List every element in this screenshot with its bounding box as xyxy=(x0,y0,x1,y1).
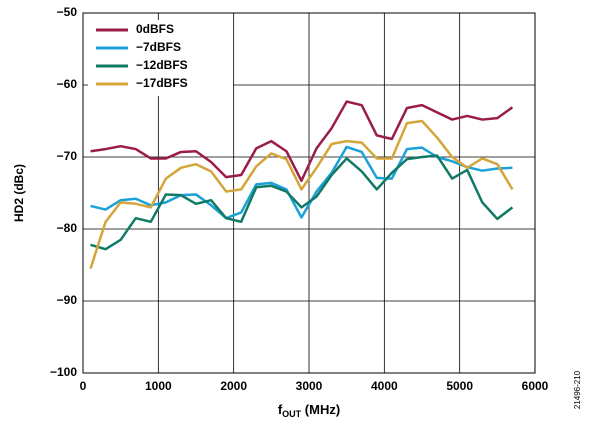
x-axis-label: fOUT (MHz) xyxy=(278,402,340,419)
x-label-main: f xyxy=(278,402,283,417)
y-axis-label: HD2 (dBc) xyxy=(12,164,26,222)
y-tick-label: −70 xyxy=(57,149,78,163)
x-tick-label: 4000 xyxy=(371,379,398,393)
y-tick-label: −60 xyxy=(57,77,78,91)
x-tick-label: 0 xyxy=(80,379,87,393)
series-line xyxy=(90,154,514,251)
x-tick-label: 5000 xyxy=(446,379,473,393)
series-line xyxy=(90,100,514,183)
legend-label: −17dBFS xyxy=(136,76,188,90)
y-tick-label: −90 xyxy=(57,293,78,307)
legend-label: 0dBFS xyxy=(136,22,174,36)
series-line xyxy=(89,119,514,269)
x-tick-label: 2000 xyxy=(220,379,247,393)
side-note: 21496-210 xyxy=(573,370,582,409)
y-tick-label: −50 xyxy=(57,5,78,19)
y-tick-label: −80 xyxy=(57,221,78,235)
x-label-rest: (MHz) xyxy=(301,402,340,417)
plot-frame xyxy=(82,12,536,374)
legend-label: −12dBFS xyxy=(136,58,188,72)
y-tick-label: −100 xyxy=(50,365,77,379)
x-tick-label: 1000 xyxy=(145,379,172,393)
legend-label: −7dBFS xyxy=(136,40,181,54)
x-tick-label: 6000 xyxy=(522,379,549,393)
x-label-sub: OUT xyxy=(282,409,302,419)
x-tick-label: 3000 xyxy=(296,379,323,393)
